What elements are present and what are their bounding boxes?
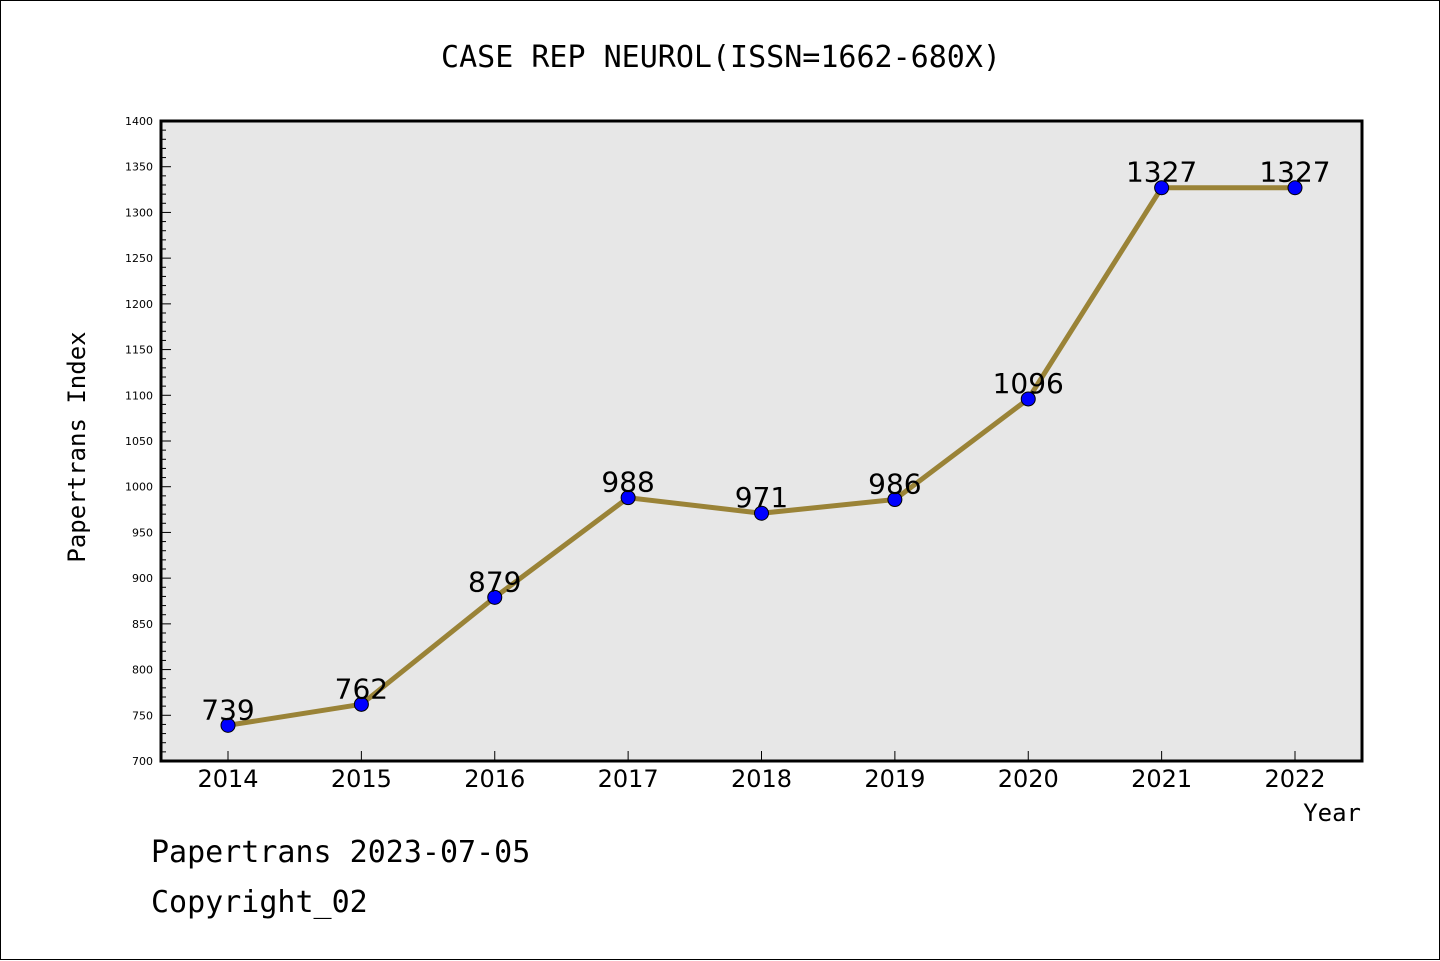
chart-title: CASE REP NEUROL(ISSN=1662-680X) <box>441 40 1001 75</box>
plot-area <box>159 119 1364 763</box>
data-point <box>620 490 636 506</box>
series-layer: 739 762 879 988 971 986 1096 1327 1327 <box>201 156 1331 733</box>
data-point <box>353 696 369 712</box>
x-tick-label: 2022 <box>1264 765 1325 793</box>
x-tick-label: 2014 <box>197 765 258 793</box>
data-label: 986 <box>868 468 921 501</box>
data-label: 739 <box>201 693 254 726</box>
y-tick-label: 950 <box>132 526 153 539</box>
data-label: 1327 <box>1126 156 1197 189</box>
data-label: 879 <box>468 565 521 598</box>
y-tick-label: 1350 <box>125 161 153 174</box>
x-tick-label: 2019 <box>864 765 925 793</box>
y-tick-label: 1400 <box>125 115 153 128</box>
data-point <box>754 505 769 521</box>
y-tick-label: 700 <box>132 755 153 768</box>
y-tick-label: 1150 <box>125 344 153 357</box>
y-tick-label: 850 <box>132 618 153 631</box>
y-tick-label: 1100 <box>125 389 153 402</box>
y-tick-label: 1050 <box>125 435 153 448</box>
x-tick-label: 2020 <box>998 765 1059 793</box>
x-tick-label: 2018 <box>731 765 792 793</box>
y-tick-label: 1250 <box>125 252 153 265</box>
y-tick-label: 1200 <box>125 298 153 311</box>
footer-copyright-text: Copyright_02 <box>151 885 368 920</box>
y-tick-label: 1000 <box>125 481 153 494</box>
data-label: 988 <box>601 466 654 499</box>
y-axis: 700 750 800 850 900 950 1000 1050 1100 1150 1200 12… <box>125 115 171 768</box>
data-point <box>1154 180 1170 196</box>
data-point <box>1287 180 1303 196</box>
data-point <box>887 492 903 508</box>
data-label: 971 <box>735 481 788 514</box>
data-point <box>1020 391 1036 407</box>
x-tick-label: 2021 <box>1131 765 1192 793</box>
data-label: 762 <box>335 672 388 705</box>
y-tick-label: 900 <box>132 572 153 585</box>
footer-date-text: Papertrans 2023-07-05 <box>151 835 531 870</box>
x-tick-label: 2017 <box>598 765 659 793</box>
data-label: 1327 <box>1259 156 1330 189</box>
x-tick-label: 2015 <box>331 765 392 793</box>
data-point <box>220 717 236 733</box>
x-axis: 2014 2015 2016 2017 2018 2019 2020 2021 2022 <box>197 751 1326 793</box>
y-tick-label: 1300 <box>125 206 153 219</box>
x-axis-label: Year <box>1303 799 1361 827</box>
data-label: 1096 <box>993 367 1064 400</box>
y-tick-label: 800 <box>132 664 153 677</box>
y-axis-label: Papertrans Index <box>63 331 91 562</box>
x-tick-label: 2016 <box>464 765 525 793</box>
data-point <box>487 589 503 605</box>
y-tick-label: 750 <box>132 709 153 722</box>
